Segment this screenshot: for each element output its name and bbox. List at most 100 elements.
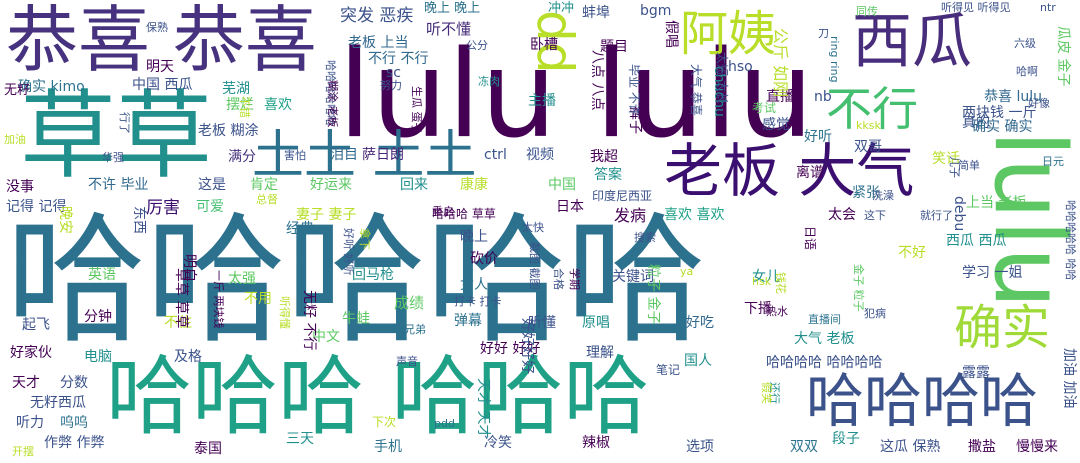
cloud-word: 三天 bbox=[286, 431, 314, 447]
cloud-word: 不错 bbox=[238, 96, 251, 118]
cloud-word: 下次 bbox=[372, 415, 397, 429]
cloud-word: 真的 bbox=[962, 115, 990, 131]
cloud-word: 总督 bbox=[256, 193, 278, 206]
cloud-word: 西瓜 bbox=[852, 7, 972, 77]
cloud-word: 确实 确实 bbox=[972, 119, 1033, 135]
cloud-word: 牛蛙 bbox=[342, 311, 370, 327]
cloud-word: 毕业 不许 bbox=[627, 64, 641, 116]
cloud-word: 喜欢 bbox=[264, 97, 292, 113]
cloud-word: 中国 bbox=[548, 177, 576, 193]
cloud-word: 冷笑 bbox=[484, 435, 512, 451]
cloud-word: 听力 bbox=[16, 415, 44, 431]
cloud-word: 这是 bbox=[198, 177, 226, 193]
cloud-word: 辣椒 bbox=[582, 435, 610, 451]
cloud-word: 泰国 bbox=[194, 441, 222, 457]
cloud-word: 土土 土土 bbox=[252, 126, 477, 186]
cloud-word: 上当 老板 bbox=[966, 195, 1027, 211]
cloud-word: 起飞 bbox=[22, 317, 50, 333]
cloud-word: 东西 bbox=[131, 206, 147, 234]
cloud-word: 儿子 bbox=[948, 156, 961, 178]
cloud-word: 老板 上当 bbox=[348, 35, 409, 51]
cloud-word: 不用 bbox=[244, 291, 272, 307]
cloud-word: 同传 bbox=[856, 5, 878, 18]
cloud-word: 蚌埠 bbox=[582, 5, 610, 21]
cloud-word: 恭喜 恭喜 bbox=[6, 0, 317, 82]
cloud-word: 简单 bbox=[958, 159, 980, 172]
cloud-word: 公分 bbox=[466, 39, 488, 52]
cloud-word: 芜湖 bbox=[222, 81, 250, 97]
cloud-word: 段子 bbox=[832, 431, 860, 447]
cloud-word: 肯定 bbox=[250, 177, 278, 193]
cloud-word: 喜欢 喜欢 bbox=[664, 207, 725, 223]
cloud-word: 假唱 bbox=[663, 20, 679, 48]
cloud-word: 行了 bbox=[118, 112, 131, 134]
cloud-word: 糊涂 老板 bbox=[326, 80, 339, 128]
cloud-word: 哈哈哈哈 哈哈哈哈 bbox=[766, 355, 883, 371]
cloud-word: 阿姨 bbox=[680, 6, 777, 62]
cloud-word: 答案 bbox=[594, 167, 622, 183]
cloud-word: 声音 bbox=[396, 355, 418, 368]
cloud-word: 大气 老板 bbox=[794, 331, 855, 347]
cloud-word: 太快 bbox=[522, 221, 544, 234]
cloud-word: 加油 加油 bbox=[1061, 348, 1077, 409]
cloud-word: 天才 bbox=[12, 375, 40, 391]
cloud-word: 离谱 bbox=[796, 165, 824, 181]
cloud-word: 日语 bbox=[803, 226, 817, 251]
cloud-word: 哈哈哈哈哈 bbox=[6, 200, 707, 363]
cloud-word: 慢慢来 bbox=[1016, 439, 1058, 455]
cloud-word: 好好好好 bbox=[519, 318, 535, 374]
cloud-word: 打卡 打卡 bbox=[454, 295, 502, 308]
cloud-word: 这下 bbox=[864, 209, 886, 222]
cloud-word: 泪目 bbox=[330, 147, 358, 163]
cloud-word: 钱花 bbox=[774, 272, 787, 294]
cloud-word: 印度尼西亚 bbox=[592, 189, 653, 203]
cloud-word: kksk bbox=[856, 119, 881, 132]
cloud-word: 哈哈哈哈 bbox=[806, 367, 1039, 435]
cloud-word: 萨日朗 bbox=[362, 147, 404, 163]
cloud-word: 犯病 bbox=[864, 307, 886, 320]
cloud-word: 不行 bbox=[826, 82, 918, 136]
cloud-word: 开摆 bbox=[12, 445, 34, 458]
cloud-word: 回马枪 bbox=[352, 267, 394, 283]
cloud-word: 好吃 bbox=[686, 315, 714, 331]
cloud-word: 无籽 bbox=[4, 83, 31, 98]
cloud-word: 下播 bbox=[744, 301, 772, 317]
cloud-word: 晚上 晚上 bbox=[424, 1, 481, 16]
cloud-word: 生瓜 蛋子 bbox=[410, 86, 423, 134]
cloud-word: 不行 不行 bbox=[368, 51, 429, 67]
cloud-word: ctrl bbox=[484, 147, 507, 163]
cloud-word: 确实 kimo bbox=[18, 79, 85, 95]
cloud-word: 保熟 bbox=[146, 21, 168, 34]
cloud-word: pdd bbox=[434, 417, 455, 430]
cloud-word: 弹幕 bbox=[454, 313, 482, 329]
cloud-word: 题目 bbox=[600, 39, 628, 55]
cloud-word: 双哥 bbox=[854, 139, 882, 155]
cloud-word: 这瓜 保熟 bbox=[880, 439, 941, 455]
cloud-word: 加油 bbox=[4, 133, 26, 146]
cloud-word: 英语 bbox=[88, 267, 116, 283]
cloud-word: 撒盐 bbox=[968, 439, 996, 455]
cloud-word: 粒子 金子 bbox=[645, 264, 661, 325]
cloud-word: 好听 bbox=[804, 129, 832, 145]
cloud-word: 女儿 bbox=[752, 269, 780, 285]
cloud-word: 六级 bbox=[1014, 37, 1036, 50]
cloud-word: 可爱 bbox=[196, 199, 224, 215]
cloud-word: sc bbox=[386, 65, 401, 81]
cloud-word: 手机 bbox=[374, 439, 402, 455]
cloud-word: 女人 bbox=[460, 277, 488, 293]
cloud-word: 听懂 bbox=[528, 315, 556, 331]
cloud-word: 哈哈哈 草草 bbox=[432, 207, 496, 221]
cloud-word: 八点 八点 bbox=[589, 50, 605, 111]
cloud-word: hso bbox=[728, 59, 753, 75]
cloud-word: 成绩 bbox=[394, 294, 425, 312]
cloud-word: 冲冲 bbox=[548, 1, 575, 16]
cloud-word: 太短 太长 bbox=[715, 52, 729, 104]
cloud-word: 砍价 bbox=[470, 251, 498, 267]
cloud-word: 感觉 bbox=[762, 117, 790, 133]
cloud-word: 洗澡 bbox=[872, 189, 894, 202]
cloud-word: 作弊 作弊 bbox=[44, 435, 105, 451]
cloud-word: 康康 bbox=[460, 177, 488, 193]
cloud-word: lulu lulu bbox=[338, 26, 814, 165]
cloud-word: 学习 一姐 bbox=[962, 265, 1023, 281]
cloud-word: debu bbox=[951, 196, 967, 232]
